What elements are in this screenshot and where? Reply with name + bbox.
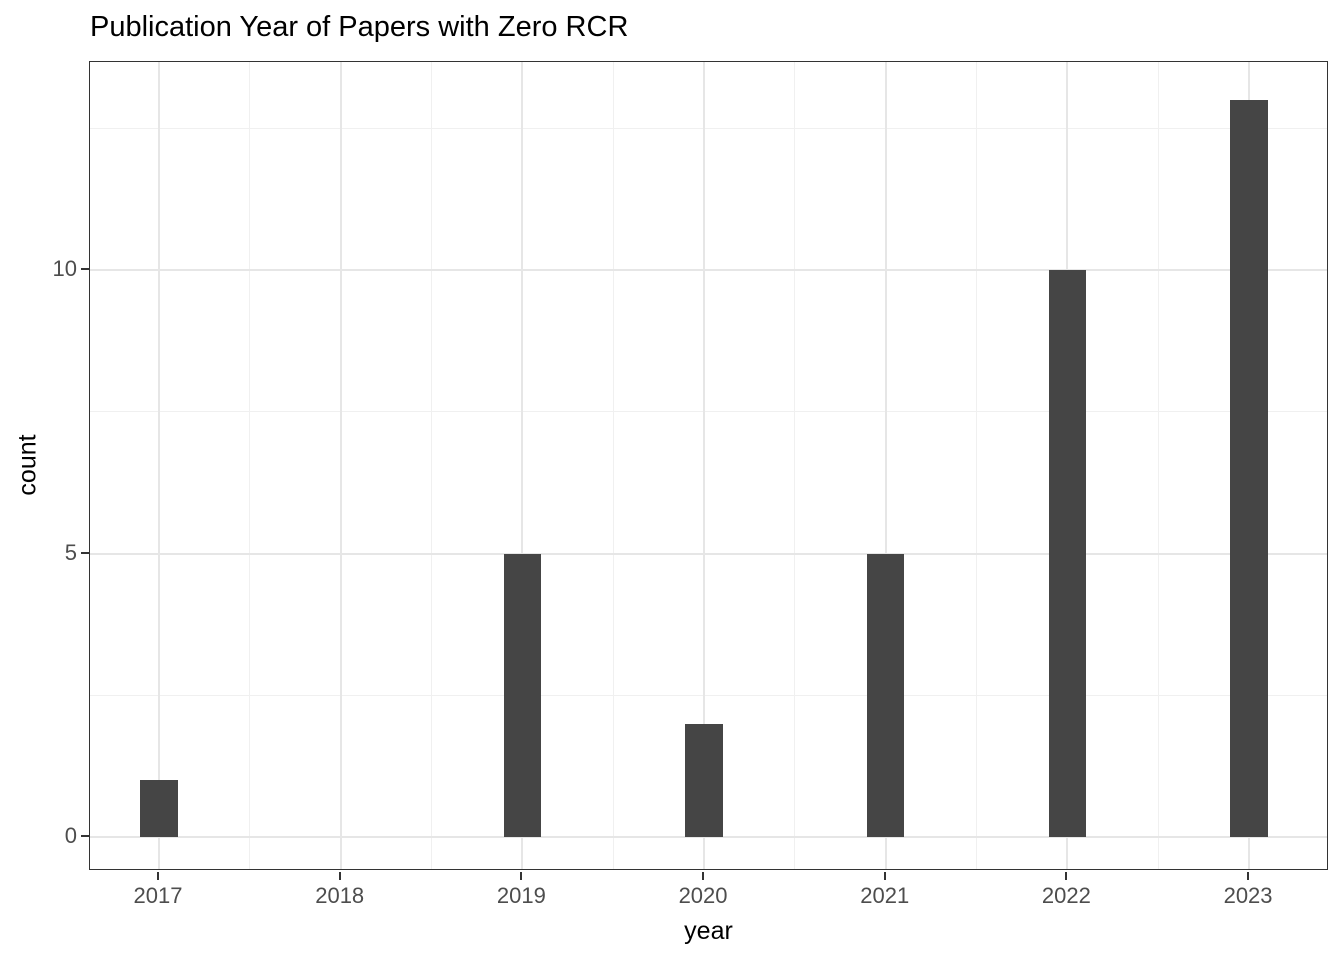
x-gridline-minor (612, 62, 614, 869)
histogram-bar-2023 (1230, 99, 1268, 837)
histogram-bar-2021 (867, 553, 905, 837)
x-tick-mark (1247, 871, 1250, 880)
y-tick-label: 10 (52, 256, 77, 282)
histogram-bar-2022 (1048, 270, 1087, 837)
plot-panel (89, 61, 1328, 870)
y-tick-mark (81, 551, 89, 554)
y-gridline-minor (90, 411, 1327, 413)
y-gridline-minor (90, 127, 1327, 129)
x-gridline-major (884, 62, 887, 869)
y-tick-label: 0 (64, 822, 77, 848)
y-tick-label: 5 (64, 539, 77, 565)
x-gridline-major (158, 62, 161, 869)
histogram-bar-2017 (140, 780, 178, 837)
y-gridline-major (90, 835, 1327, 838)
x-tick-label: 2022 (1041, 883, 1091, 908)
x-gridline-major (703, 62, 706, 869)
y-tick-mark (81, 268, 89, 271)
x-gridline-minor (976, 62, 978, 869)
x-tick-label: 2017 (133, 883, 183, 908)
x-tick-label: 2023 (1223, 883, 1273, 908)
x-gridline-minor (249, 62, 251, 869)
x-tick-label: 2019 (496, 883, 546, 908)
x-gridline-major (521, 62, 524, 869)
x-tick-mark (338, 871, 341, 880)
chart-title: Publication Year of Papers with Zero RCR (90, 11, 629, 43)
y-axis-title: count (13, 434, 42, 496)
x-tick-mark (702, 871, 705, 880)
x-tick-mark (520, 871, 523, 880)
x-axis-title: year (684, 917, 733, 945)
histogram-bar-2019 (503, 553, 542, 837)
histogram-bar-2020 (685, 723, 723, 837)
x-tick-label: 2020 (678, 883, 728, 908)
x-gridline-minor (794, 62, 796, 869)
y-gridline-major (90, 269, 1327, 272)
y-gridline-minor (90, 694, 1327, 696)
plot-area (90, 62, 1327, 869)
x-tick-mark (157, 871, 160, 880)
y-gridline-major (90, 552, 1327, 555)
x-gridline-minor (1157, 62, 1159, 869)
x-tick-mark (883, 871, 886, 880)
x-tick-label: 2021 (860, 883, 910, 908)
x-gridline-major (339, 62, 342, 869)
y-tick-mark (81, 834, 89, 837)
x-gridline-minor (431, 62, 433, 869)
x-tick-mark (1065, 871, 1068, 880)
x-tick-label: 2018 (315, 883, 365, 908)
